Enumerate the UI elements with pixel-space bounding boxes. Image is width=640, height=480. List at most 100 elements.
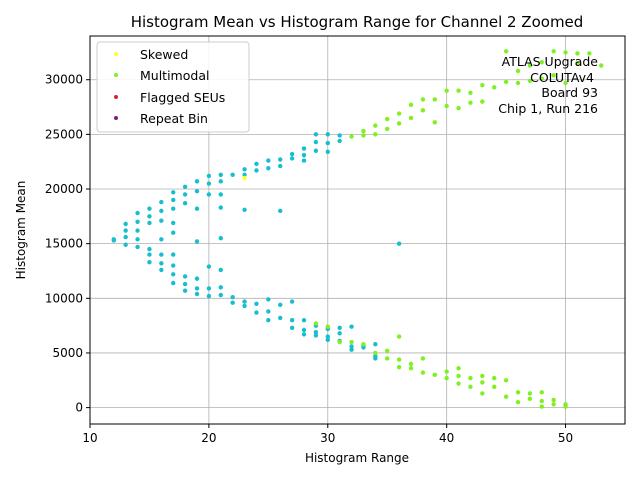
- data-point: [266, 158, 271, 163]
- data-point: [480, 380, 485, 385]
- data-point: [301, 158, 307, 163]
- data-point: [396, 241, 402, 246]
- data-point: [325, 140, 330, 146]
- data-point: [480, 99, 485, 104]
- data-point: [551, 49, 556, 54]
- data-point: [206, 286, 212, 291]
- legend-marker-skewed: [114, 52, 118, 56]
- legend-label-flagged-seus: Flagged SEUs: [140, 90, 225, 105]
- data-point: [539, 390, 544, 395]
- data-point: [396, 364, 402, 370]
- legend-marker-flagged-seus: [114, 95, 118, 99]
- data-point: [432, 120, 437, 125]
- data-points: [111, 49, 604, 409]
- data-point: [527, 78, 533, 84]
- data-point: [135, 210, 140, 216]
- data-point: [266, 297, 271, 302]
- data-point: [182, 192, 188, 197]
- data-point: [539, 398, 544, 404]
- data-point: [289, 325, 295, 331]
- data-point: [515, 399, 521, 405]
- data-point: [468, 100, 473, 105]
- x-tick-label: 50: [558, 431, 573, 445]
- data-point: [527, 63, 533, 68]
- data-point: [182, 274, 188, 279]
- data-point: [503, 49, 509, 54]
- data-point: [301, 152, 307, 158]
- data-point: [373, 123, 378, 128]
- data-point: [194, 179, 200, 184]
- data-point: [159, 208, 164, 214]
- legend: Skewed Multimodal Flagged SEUs Repeat Bi…: [96, 41, 250, 133]
- x-tick-label: 30: [320, 431, 335, 445]
- annotation-line-2: COLUTAv4: [530, 70, 594, 85]
- data-point: [278, 157, 283, 162]
- data-point: [147, 214, 152, 219]
- data-point: [325, 132, 330, 137]
- data-point: [230, 172, 235, 178]
- plot-frame: [89, 35, 626, 425]
- annotation-block: ATLAS Upgrade COLUTAv4 Board 93 Chip 1, …: [498, 54, 598, 116]
- data-point: [385, 126, 390, 132]
- data-point: [266, 309, 271, 314]
- data-point: [361, 342, 366, 347]
- x-tick-label: 40: [439, 431, 454, 445]
- data-point: [194, 189, 200, 194]
- data-point: [194, 276, 200, 281]
- data-point: [289, 156, 295, 161]
- data-point: [396, 334, 402, 339]
- data-point: [242, 303, 247, 309]
- data-point: [575, 61, 580, 66]
- data-point: [218, 267, 223, 273]
- data-point: [147, 220, 152, 226]
- data-point: [159, 237, 164, 242]
- data-point: [480, 373, 485, 379]
- data-point: [456, 105, 461, 111]
- y-tick-label: 25000: [45, 127, 83, 141]
- data-point: [159, 199, 164, 205]
- data-point: [432, 97, 437, 102]
- data-point: [325, 334, 330, 339]
- annotation-line-3: Board 93: [541, 85, 598, 100]
- data-point: [587, 51, 592, 56]
- data-point: [551, 73, 556, 78]
- data-point: [182, 184, 188, 190]
- data-point: [171, 263, 176, 268]
- data-point: [147, 260, 152, 265]
- data-point: [242, 167, 247, 172]
- data-point: [337, 325, 342, 331]
- data-point: [396, 357, 402, 362]
- data-point: [527, 391, 533, 396]
- y-tick-label: 5000: [52, 346, 83, 360]
- data-point: [503, 394, 509, 399]
- data-point: [420, 108, 426, 113]
- data-point: [135, 219, 140, 225]
- data-point: [313, 333, 319, 338]
- data-point: [420, 356, 426, 361]
- data-point: [325, 337, 330, 343]
- data-point: [492, 384, 497, 390]
- legend-marker-repeat-bin: [114, 116, 118, 120]
- data-point: [242, 299, 247, 304]
- data-point: [503, 79, 509, 85]
- x-tick-label: 10: [82, 431, 97, 445]
- data-point: [527, 396, 533, 402]
- grid-lines: [89, 36, 625, 424]
- data-point: [492, 85, 497, 90]
- data-point: [349, 347, 354, 352]
- y-tick-label: 10000: [45, 291, 83, 305]
- y-tick-label: 30000: [45, 73, 83, 87]
- data-point: [337, 138, 342, 144]
- data-point: [159, 267, 164, 273]
- data-point: [206, 192, 212, 197]
- data-point: [408, 361, 414, 367]
- data-point: [515, 68, 521, 74]
- data-point: [313, 139, 319, 145]
- data-point: [135, 228, 140, 233]
- data-point: [218, 179, 223, 184]
- data-point: [492, 375, 497, 381]
- data-point: [218, 172, 223, 178]
- data-point: [444, 375, 449, 381]
- data-point: [325, 324, 330, 329]
